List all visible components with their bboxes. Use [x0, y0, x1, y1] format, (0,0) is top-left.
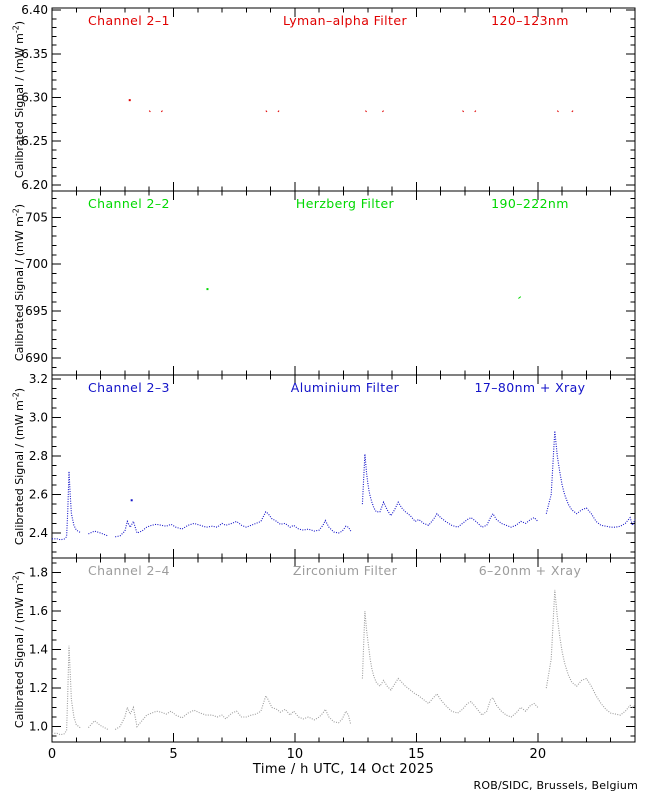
panel-1-channel-label: Channel 2–1	[88, 13, 170, 28]
svg-text:10: 10	[287, 747, 304, 762]
outlier-point	[206, 288, 209, 291]
panel-4-ytick-labels: 1.0 1.2 1.4 1.6 1.8	[29, 566, 48, 734]
panel-2-filter-label: Herzberg Filter	[295, 196, 395, 211]
panel-2-series	[206, 288, 522, 299]
svg-text:1.4: 1.4	[29, 643, 48, 657]
outlier-point	[128, 99, 131, 102]
panel-2-ytick-labels: 690 695 700 705	[25, 210, 48, 365]
svg-text:1.0: 1.0	[29, 720, 48, 734]
svg-text:700: 700	[25, 257, 48, 271]
svg-text:6.40: 6.40	[21, 3, 48, 17]
x-tick-labels: 0 5 10 15 20	[48, 747, 546, 762]
panel-1-series	[128, 99, 574, 113]
svg-text:3.2: 3.2	[29, 372, 48, 386]
svg-text:3.0: 3.0	[29, 411, 48, 425]
panel-2-y-axis-title: Calibrated Signal / (mW m-2)	[11, 203, 27, 362]
panel-1-filter-label: Lyman–alpha Filter	[282, 13, 407, 28]
outlier-point	[130, 499, 133, 502]
svg-text:6.25: 6.25	[21, 134, 48, 148]
svg-text:6.20: 6.20	[21, 178, 48, 192]
x-axis-title: Time / h UTC, 14 Oct 2025	[252, 762, 435, 777]
svg-text:6.30: 6.30	[21, 91, 48, 105]
svg-text:2.6: 2.6	[29, 487, 48, 501]
panel-4-series	[52, 589, 636, 736]
svg-text:0: 0	[48, 747, 56, 762]
panel-4-channel-label: Channel 2–4	[88, 563, 170, 578]
panel-4-axes	[51, 557, 636, 743]
panel-4-y-axis-title: Calibrated Signal / (mW m-2)	[11, 570, 27, 729]
svg-text:705: 705	[25, 210, 48, 224]
svg-text:6.35: 6.35	[21, 47, 48, 61]
panel-4-range-label: 6–20nm + Xray	[478, 563, 582, 578]
panel-1-range-label: 120–123nm	[491, 13, 569, 28]
panel-3-axes	[51, 374, 636, 559]
panel-3-series	[52, 430, 636, 541]
panel-4-filter-label: Zirconium Filter	[292, 563, 398, 578]
svg-text:2.8: 2.8	[29, 449, 48, 463]
panel-2-range-label: 190–222nm	[491, 196, 569, 211]
svg-text:2.4: 2.4	[29, 526, 48, 540]
svg-text:5: 5	[169, 747, 177, 762]
panel-2-axes	[51, 190, 636, 376]
panel-3-channel-label: Channel 2–3	[88, 380, 170, 395]
svg-text:1.2: 1.2	[29, 681, 48, 695]
svg-text:695: 695	[25, 304, 48, 318]
svg-text:1.6: 1.6	[29, 604, 48, 618]
svg-text:20: 20	[530, 747, 547, 762]
panel-1-axes	[51, 7, 636, 192]
panel-2-channel-label: Channel 2–2	[88, 196, 170, 211]
panel-1-ytick-labels: 6.20 6.25 6.30 6.35 6.40	[21, 3, 48, 192]
panel-3-filter-label: Aluminium Filter	[290, 380, 400, 395]
panel-3-ytick-labels: 2.4 2.6 2.8 3.0 3.2	[29, 372, 48, 540]
svg-text:690: 690	[25, 351, 48, 365]
panel-3-range-label: 17–80nm + Xray	[474, 380, 586, 395]
svg-text:15: 15	[408, 747, 425, 762]
svg-text:1.8: 1.8	[29, 566, 48, 580]
panel-1-y-axis-title: Calibrated Signal / (mW m-2)	[11, 20, 27, 179]
credit-line: ROB/SIDC, Brussels, Belgium	[473, 779, 638, 792]
panel-3-y-axis-title: Calibrated Signal / (mW m-2)	[11, 387, 27, 546]
